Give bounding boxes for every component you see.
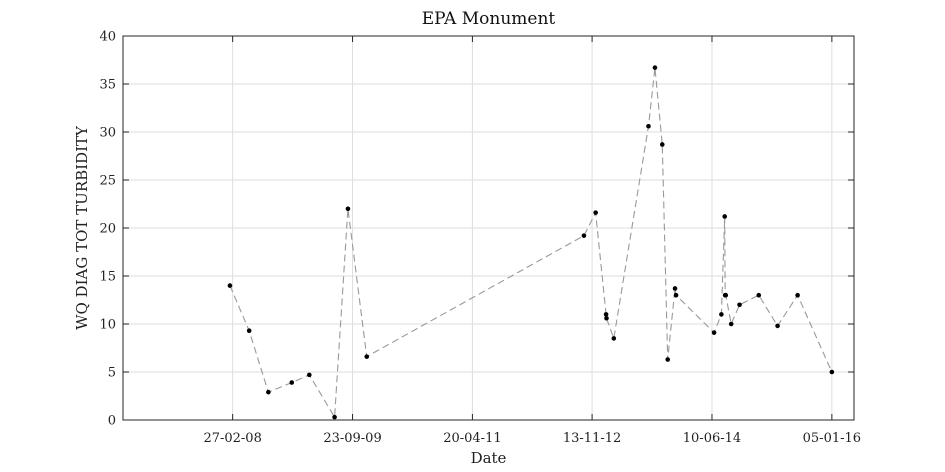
x-tick-label: 27-02-08 (203, 431, 261, 446)
data-point (307, 372, 312, 378)
y-tick-label: 10 (99, 318, 116, 333)
data-point (665, 357, 670, 362)
y-tick-label: 15 (99, 270, 116, 285)
data-point (611, 336, 617, 341)
y-tick-label: 20 (99, 222, 116, 237)
data-point (289, 380, 295, 385)
x-tick-label: 13-11-12 (563, 431, 621, 446)
y-tick-label: 30 (99, 126, 116, 141)
x-tick-label: 20-04-11 (443, 431, 501, 446)
x-axis-title: Date (471, 449, 507, 467)
x-tick-label: 23-09-09 (323, 431, 381, 446)
x-tick-label: 10-06-14 (683, 431, 741, 446)
data-point (795, 292, 800, 298)
data-point (711, 330, 717, 335)
data-point (364, 354, 370, 359)
data-point (728, 321, 734, 327)
data-point (756, 292, 762, 298)
data-point (829, 369, 835, 375)
data-point (673, 292, 679, 298)
data-point (652, 65, 658, 70)
data-point (345, 206, 351, 212)
data-point (332, 414, 337, 420)
data-point (737, 302, 742, 308)
axis-ticks (123, 35, 854, 421)
y-tick-label: 35 (99, 78, 116, 93)
data-point (227, 283, 233, 288)
data-point (581, 233, 587, 238)
x-tick-label: 05-01-16 (803, 431, 861, 446)
y-tick-label: 25 (99, 174, 116, 189)
data-point (775, 323, 780, 329)
x-tick-labels: 27-02-08 23-09-09 20-04-11 13-11-12 10-06-14… (203, 431, 861, 446)
data-point (672, 286, 678, 291)
data-point (723, 292, 729, 298)
data-point (604, 315, 609, 321)
chart-title: EPA Monument (422, 9, 556, 29)
data-point (722, 214, 728, 219)
data-point (246, 328, 252, 334)
y-tick-label: 0 (108, 414, 116, 429)
data-point (593, 210, 598, 215)
data-point (719, 312, 724, 317)
series-line (229, 67, 833, 419)
data-point (266, 389, 271, 395)
y-tick-label: 40 (99, 30, 116, 45)
data-point (646, 123, 651, 129)
y-axis-title: WQ DIAG TOT TURBIDITY (73, 125, 91, 330)
y-tick-labels: 0 5 10 15 20 25 30 35 40 (99, 30, 116, 429)
data-point (603, 312, 609, 317)
y-tick-label: 5 (108, 366, 116, 381)
series-markers (227, 65, 835, 420)
data-point (659, 142, 665, 147)
